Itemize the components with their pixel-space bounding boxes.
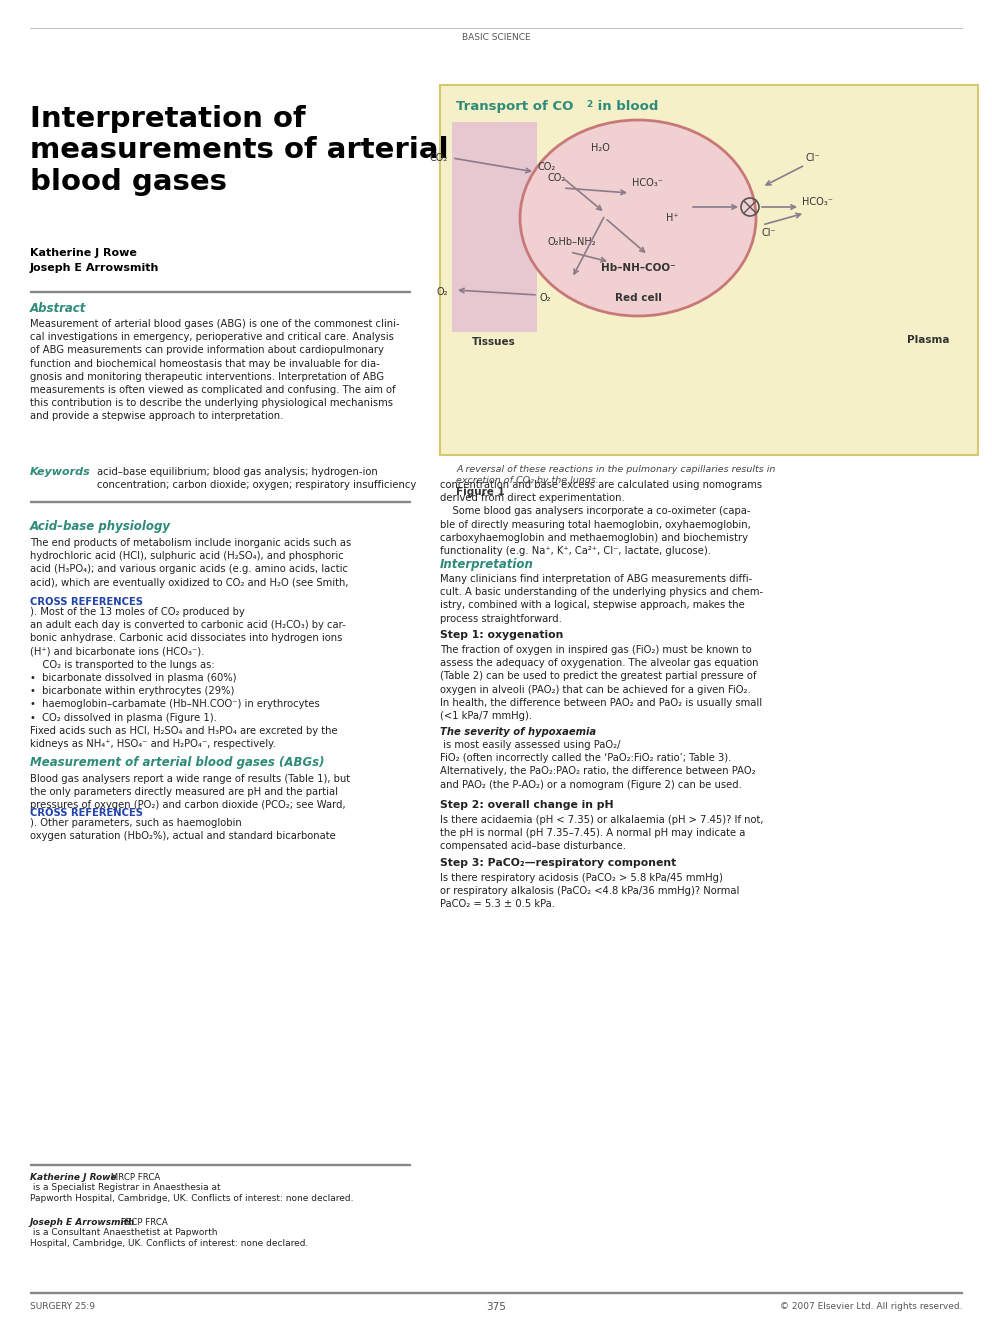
Text: is a Specialist Registrar in Anaesthesia at
Papworth Hospital, Cambridge, UK. Co: is a Specialist Registrar in Anaesthesia… <box>30 1183 353 1204</box>
Text: The end products of metabolism include inorganic acids such as
hydrochloric acid: The end products of metabolism include i… <box>30 538 351 587</box>
Text: CROSS REFERENCES: CROSS REFERENCES <box>30 597 143 607</box>
Text: © 2007 Elsevier Ltd. All rights reserved.: © 2007 Elsevier Ltd. All rights reserved… <box>780 1302 962 1311</box>
Bar <box>440 85 978 455</box>
Text: The severity of hypoxaemia: The severity of hypoxaemia <box>440 728 596 737</box>
Text: Interpretation: Interpretation <box>440 558 534 572</box>
Text: Measurement of arterial blood gases (ABGs): Measurement of arterial blood gases (ABG… <box>30 755 324 769</box>
Text: Figure 1: Figure 1 <box>456 487 505 497</box>
Text: is most easily assessed using PaO₂/
FiO₂ (often incorrectly called the ‘PaO₂:FiO: is most easily assessed using PaO₂/ FiO₂… <box>440 740 756 790</box>
Text: Katherine J Rowe: Katherine J Rowe <box>30 247 137 258</box>
Text: Cl⁻: Cl⁻ <box>805 153 819 163</box>
Text: The fraction of oxygen in inspired gas (FiO₂) must be known to
assess the adequa: The fraction of oxygen in inspired gas (… <box>440 646 762 721</box>
Text: ). Other parameters, such as haemoglobin
oxygen saturation (HbO₂%), actual and s: ). Other parameters, such as haemoglobin… <box>30 818 335 841</box>
Text: O₂Hb–NH₂: O₂Hb–NH₂ <box>548 237 596 247</box>
Text: O₂: O₂ <box>436 287 448 296</box>
Text: CROSS REFERENCES: CROSS REFERENCES <box>30 808 143 818</box>
Text: Interpretation of
measurements of arterial
blood gases: Interpretation of measurements of arteri… <box>30 105 448 196</box>
Bar <box>452 122 537 332</box>
Text: Step 1: oxygenation: Step 1: oxygenation <box>440 630 563 640</box>
Text: Tissues: Tissues <box>472 337 516 347</box>
Text: Acid–base physiology: Acid–base physiology <box>30 520 171 533</box>
Text: HCO₃⁻: HCO₃⁻ <box>632 179 663 188</box>
Text: Blood gas analysers report a wide range of results (Table 1), but
the only param: Blood gas analysers report a wide range … <box>30 774 350 811</box>
Text: Keywords: Keywords <box>30 467 90 478</box>
Text: H₂O: H₂O <box>590 143 609 153</box>
Text: O₂: O₂ <box>540 292 552 303</box>
Text: ). Most of the 13 moles of CO₂ produced by
an adult each day is converted to car: ). Most of the 13 moles of CO₂ produced … <box>30 607 346 749</box>
Text: Hb–NH–COO⁻: Hb–NH–COO⁻ <box>601 263 676 273</box>
Text: Measurement of arterial blood gases (ABG) is one of the commonest clini-
cal inv: Measurement of arterial blood gases (ABG… <box>30 319 400 422</box>
Text: 375: 375 <box>486 1302 506 1312</box>
Text: acid–base equilibrium; blood gas analysis; hydrogen-ion
concentration; carbon di: acid–base equilibrium; blood gas analysi… <box>97 467 417 491</box>
Text: Joseph E Arrowsmith: Joseph E Arrowsmith <box>30 1218 135 1226</box>
Text: Plasma: Plasma <box>908 335 950 345</box>
Text: Katherine J Rowe: Katherine J Rowe <box>30 1174 117 1181</box>
Text: CO₂: CO₂ <box>537 161 556 172</box>
Text: 2: 2 <box>586 101 592 108</box>
Text: in blood: in blood <box>593 101 659 112</box>
Text: FRCP FRCA: FRCP FRCA <box>118 1218 168 1226</box>
Text: Step 2: overall change in pH: Step 2: overall change in pH <box>440 800 614 810</box>
Text: Many clinicians find interpretation of ABG measurements diffi-
cult. A basic und: Many clinicians find interpretation of A… <box>440 574 763 623</box>
Text: CO₂: CO₂ <box>548 173 566 183</box>
Text: concentration and base excess are calculated using nomograms
derived from direct: concentration and base excess are calcul… <box>440 480 762 556</box>
Text: Cl⁻: Cl⁻ <box>762 228 777 238</box>
Text: Transport of CO: Transport of CO <box>456 101 573 112</box>
Text: Step 3: PaCO₂—respiratory component: Step 3: PaCO₂—respiratory component <box>440 859 677 868</box>
Text: Joseph E Arrowsmith: Joseph E Arrowsmith <box>30 263 160 273</box>
Text: SURGERY 25:9: SURGERY 25:9 <box>30 1302 95 1311</box>
Text: H⁺: H⁺ <box>666 213 679 224</box>
Text: Is there acidaemia (pH < 7.35) or alkalaemia (pH > 7.45)? If not,
the pH is norm: Is there acidaemia (pH < 7.35) or alkala… <box>440 815 764 852</box>
Text: BASIC SCIENCE: BASIC SCIENCE <box>461 33 531 42</box>
Ellipse shape <box>520 120 756 316</box>
Text: MRCP FRCA: MRCP FRCA <box>108 1174 161 1181</box>
Text: CO₂: CO₂ <box>430 153 448 163</box>
Text: Abstract: Abstract <box>30 302 86 315</box>
Text: HCO₃⁻: HCO₃⁻ <box>802 197 833 206</box>
Text: A reversal of these reactions in the pulmonary capillaries results in
excretion : A reversal of these reactions in the pul… <box>456 464 776 486</box>
Text: Is there respiratory acidosis (PaCO₂ > 5.8 kPa/45 mmHg)
or respiratory alkalosis: Is there respiratory acidosis (PaCO₂ > 5… <box>440 873 739 909</box>
Text: is a Consultant Anaesthetist at Papworth
Hospital, Cambridge, UK. Conflicts of i: is a Consultant Anaesthetist at Papworth… <box>30 1228 309 1249</box>
Text: Red cell: Red cell <box>615 292 662 303</box>
